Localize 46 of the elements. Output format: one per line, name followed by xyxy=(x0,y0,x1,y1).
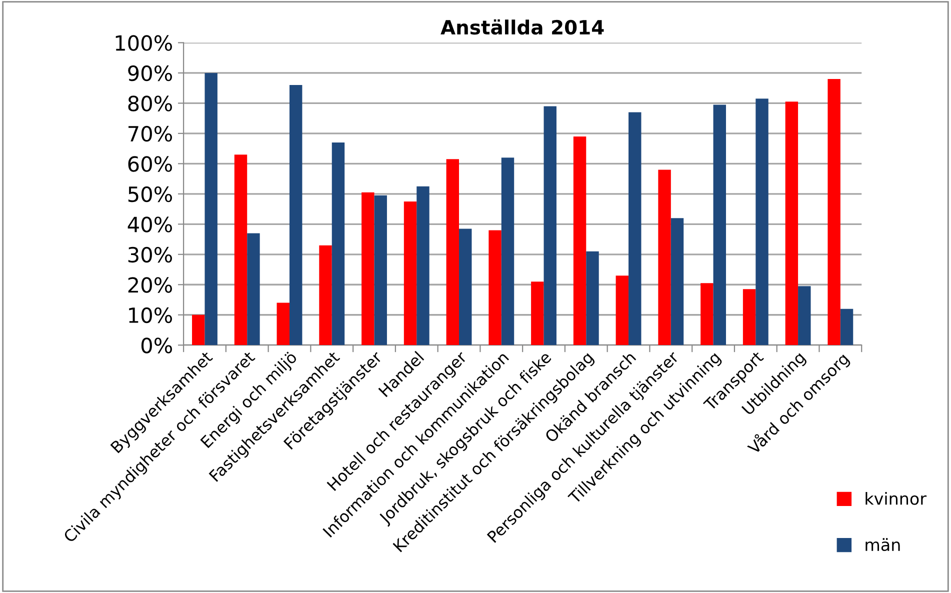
y-tick-label: 80% xyxy=(128,96,172,112)
bar xyxy=(247,233,260,346)
bar xyxy=(501,158,514,346)
bar xyxy=(628,112,642,346)
bar xyxy=(204,72,218,346)
bar xyxy=(573,136,586,346)
y-tick-label: 70% xyxy=(128,126,172,142)
bar xyxy=(276,302,290,346)
y-tick-label: 60% xyxy=(128,156,172,172)
y-tick-label: 100% xyxy=(116,35,172,51)
bar xyxy=(531,282,544,346)
bar xyxy=(446,159,460,346)
bar xyxy=(404,201,417,346)
bar xyxy=(658,170,671,346)
y-tick-label: 30% xyxy=(128,246,172,263)
chart-title: Anställda 2014 xyxy=(440,19,604,35)
y-tick-label: 20% xyxy=(128,277,172,293)
legend-label: män xyxy=(866,538,900,552)
legend-label: kvinnor xyxy=(866,492,926,505)
y-tick-label: 0% xyxy=(141,338,172,354)
bar xyxy=(785,102,798,346)
bar xyxy=(700,283,714,346)
bar xyxy=(416,186,430,346)
bar xyxy=(828,78,840,346)
bar xyxy=(374,195,387,346)
y-tick-label: 40% xyxy=(128,216,172,232)
y-tick-label: 50% xyxy=(128,186,172,202)
bar xyxy=(488,230,502,346)
bar xyxy=(586,251,599,346)
bar xyxy=(713,104,726,346)
bar xyxy=(670,218,684,346)
bar xyxy=(616,276,629,346)
y-tick-label: 90% xyxy=(128,65,172,82)
bar xyxy=(544,106,556,346)
bar xyxy=(362,192,374,346)
bar xyxy=(742,289,756,346)
bar xyxy=(798,286,811,346)
bar xyxy=(192,314,205,346)
y-tick-label: 10% xyxy=(129,307,172,324)
bar xyxy=(289,85,302,346)
bar xyxy=(840,308,854,346)
bar xyxy=(756,98,768,346)
bar xyxy=(332,142,345,346)
bar xyxy=(459,228,472,346)
bar xyxy=(319,245,332,346)
bar xyxy=(234,154,248,346)
